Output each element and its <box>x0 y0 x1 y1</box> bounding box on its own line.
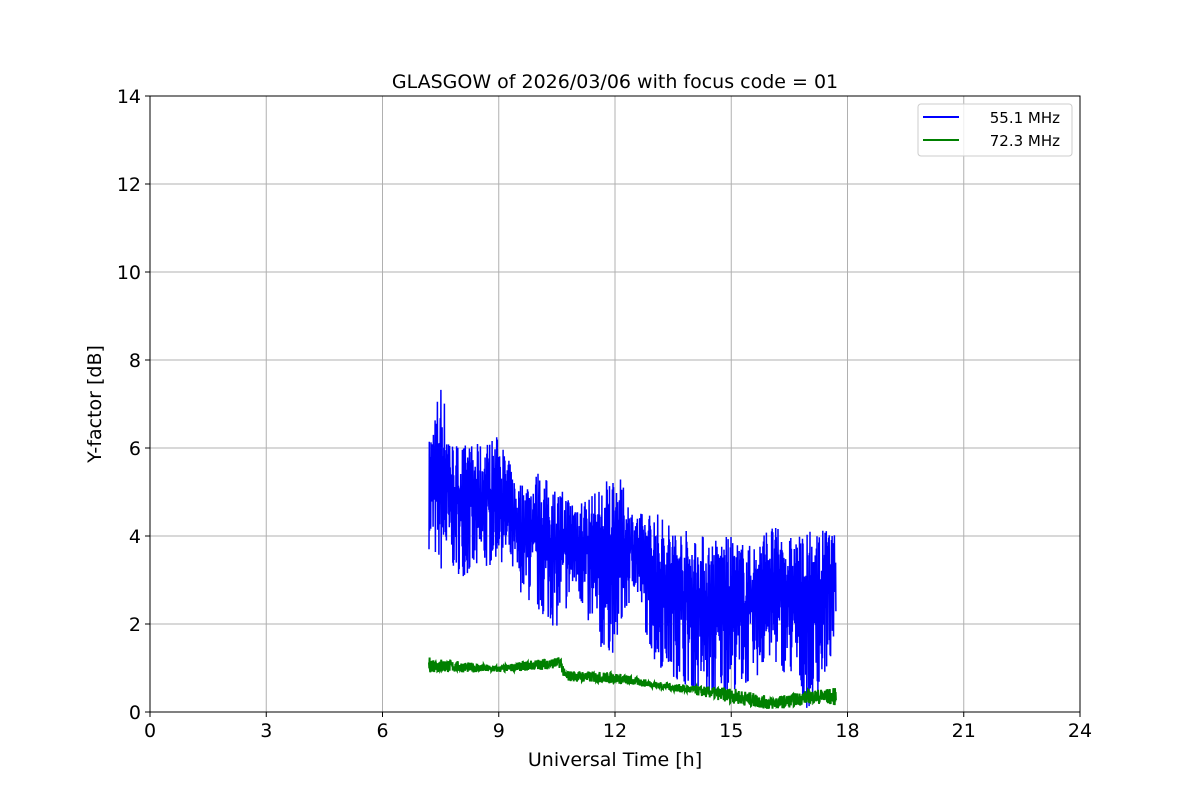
series-line-551mhz <box>428 389 837 708</box>
y-axis-label: Y-factor [dB] <box>84 345 106 464</box>
y-tick-label: 14 <box>117 86 141 108</box>
x-tick-label: 0 <box>144 720 156 742</box>
x-tick-label: 15 <box>719 720 743 742</box>
legend-label-55mhz: 55.1 MHz <box>990 109 1060 127</box>
y-tick-label: 12 <box>117 174 141 196</box>
y-tick-label: 6 <box>129 438 141 460</box>
legend-label-72mhz: 72.3 MHz <box>990 132 1060 150</box>
x-tick-label: 24 <box>1068 720 1092 742</box>
legend: 55.1 MHz 72.3 MHz <box>917 103 1073 157</box>
x-tick-label: 18 <box>835 720 859 742</box>
x-tick-label: 12 <box>603 720 627 742</box>
y-tick-label: 4 <box>129 526 141 548</box>
x-tick-label: 3 <box>260 720 272 742</box>
y-tick-label: 8 <box>129 350 141 372</box>
chart-title: GLASGOW of 2026/03/06 with focus code = … <box>392 71 838 93</box>
y-tick-label: 10 <box>117 262 141 284</box>
series-line-723mhz <box>428 657 837 710</box>
y-tick-label: 0 <box>129 702 141 724</box>
x-tick-label: 9 <box>493 720 505 742</box>
x-tick-label: 21 <box>952 720 976 742</box>
x-tick-label: 6 <box>376 720 388 742</box>
y-tick-label: 2 <box>129 614 141 636</box>
x-axis-label: Universal Time [h] <box>528 749 702 771</box>
